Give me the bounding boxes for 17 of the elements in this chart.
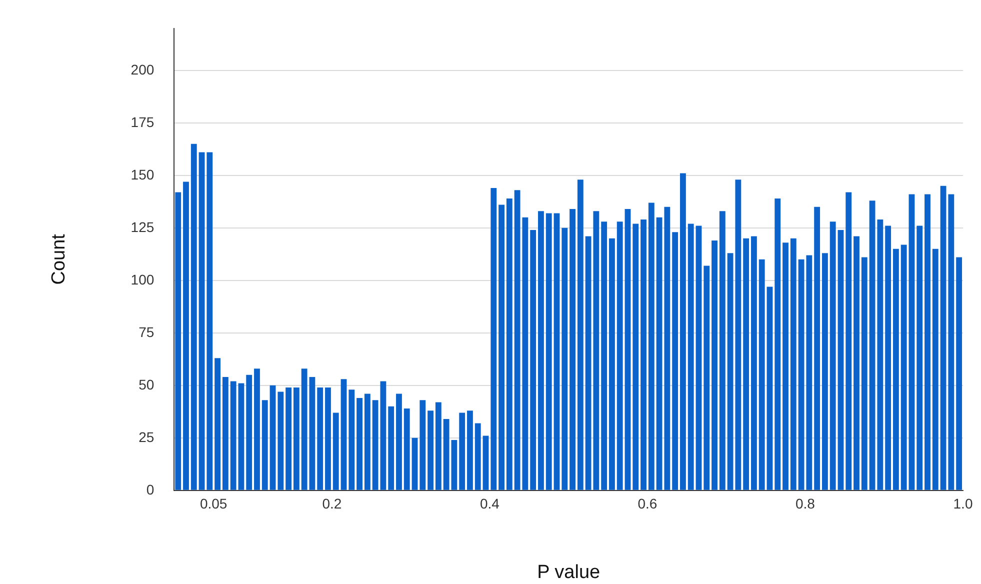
- x-axis-title: P value: [537, 562, 600, 583]
- x-tick-label: 0.8: [795, 496, 816, 512]
- x-tick-label: 0.6: [638, 496, 658, 512]
- y-axis-title: Count: [48, 233, 70, 285]
- y-tick-label: 150: [130, 166, 154, 182]
- y-tick-label: 200: [130, 61, 154, 78]
- y-tick-label: 175: [130, 114, 154, 130]
- x-tick-label: 0.05: [200, 496, 228, 512]
- y-tick-label: 0: [146, 481, 154, 498]
- y-tick-label: 100: [130, 271, 154, 288]
- x-tick-label: 0.4: [480, 496, 500, 512]
- y-tick-label: 25: [138, 428, 154, 445]
- y-tick-label: 50: [138, 376, 154, 392]
- x-tick-label: 1.0: [953, 496, 973, 512]
- y-tick-label: 75: [138, 324, 154, 340]
- x-tick-label: 0.2: [322, 496, 342, 512]
- y-tick-label: 125: [130, 218, 154, 235]
